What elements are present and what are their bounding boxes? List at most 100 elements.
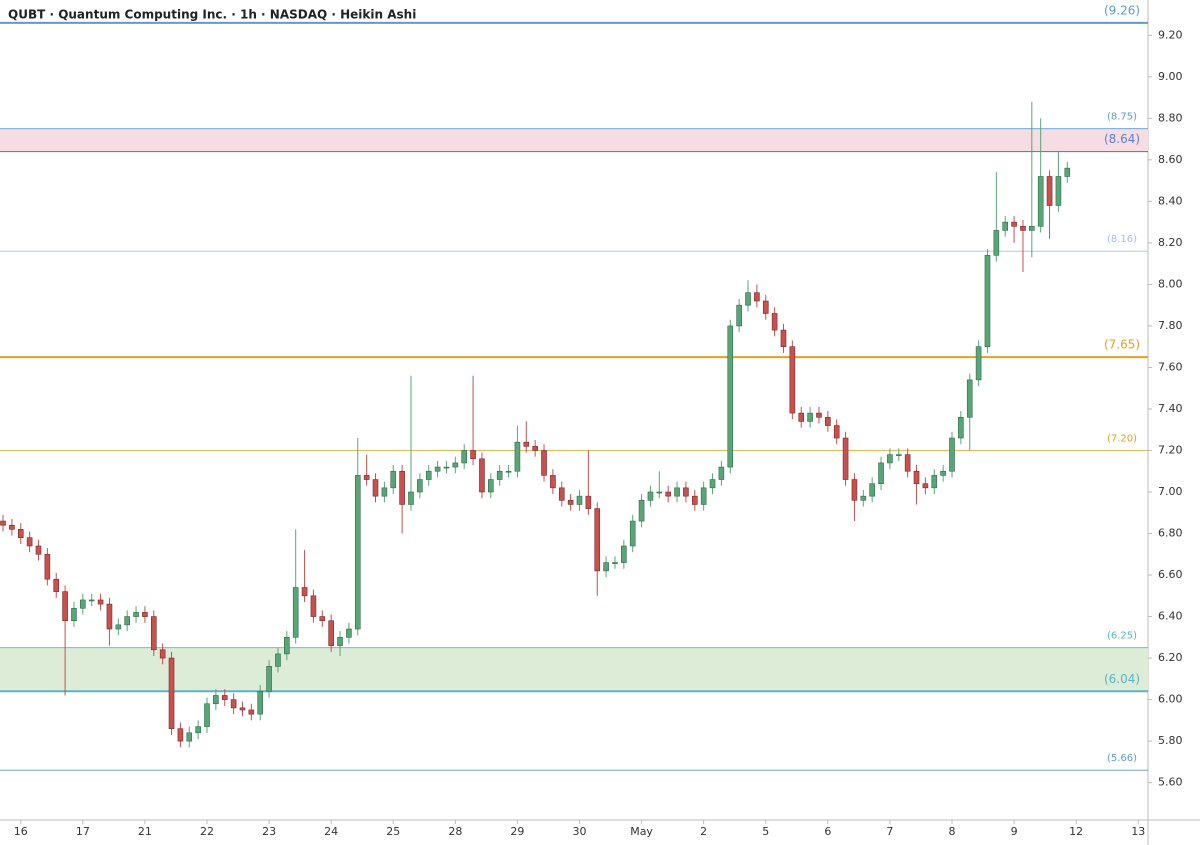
candle-body bbox=[993, 230, 1000, 256]
y-tick-label: 6.20 bbox=[1158, 651, 1183, 664]
y-tick-label: 5.60 bbox=[1158, 776, 1183, 789]
candle-body bbox=[80, 599, 86, 609]
candle-body bbox=[523, 441, 530, 447]
candle-body bbox=[328, 620, 334, 646]
candle-body bbox=[159, 649, 166, 659]
x-tick-label: 24 bbox=[324, 825, 338, 838]
x-tick-label: 8 bbox=[948, 825, 955, 838]
candle-body bbox=[904, 454, 911, 472]
x-tick-label: 9 bbox=[1011, 825, 1018, 838]
candle-body bbox=[913, 470, 920, 484]
candle-body bbox=[346, 628, 352, 638]
x-tick-label: 21 bbox=[138, 825, 152, 838]
candle-body bbox=[612, 562, 618, 564]
candle-body bbox=[505, 470, 512, 473]
x-tick-label: 6 bbox=[824, 825, 831, 838]
candle-body bbox=[71, 607, 77, 622]
candle-body bbox=[621, 545, 627, 563]
y-tick-label: 8.20 bbox=[1158, 236, 1183, 249]
candle-body bbox=[958, 416, 964, 439]
candle-body bbox=[248, 709, 255, 715]
level-label: (5.66) bbox=[1107, 753, 1137, 764]
candle-body bbox=[842, 437, 849, 480]
candle-body bbox=[940, 470, 946, 476]
y-tick-label: 5.80 bbox=[1158, 734, 1183, 747]
candle-body bbox=[1002, 221, 1009, 231]
x-tick-label: May bbox=[630, 825, 653, 838]
candle-body bbox=[541, 450, 547, 476]
x-tick-label: 30 bbox=[572, 825, 586, 838]
candle-body bbox=[470, 450, 476, 460]
x-tick-label: 12 bbox=[1069, 825, 1083, 838]
candle-body bbox=[922, 483, 929, 489]
candle-body bbox=[975, 346, 982, 381]
candle-body bbox=[851, 479, 858, 501]
candle-body bbox=[647, 491, 654, 501]
candle-body bbox=[931, 475, 938, 489]
candle-body bbox=[860, 495, 867, 501]
candle-body bbox=[754, 292, 760, 302]
y-tick-label: 8.40 bbox=[1158, 194, 1183, 207]
candle-body bbox=[115, 624, 122, 630]
candle-body bbox=[1055, 176, 1062, 206]
y-tick-label: 6.80 bbox=[1158, 527, 1183, 540]
candle-body bbox=[390, 470, 397, 489]
zone bbox=[0, 647, 1148, 692]
candle-body bbox=[665, 491, 671, 497]
x-tick-label: 17 bbox=[76, 825, 90, 838]
y-tick-label: 7.60 bbox=[1158, 360, 1183, 373]
level-label: (8.64) bbox=[1104, 132, 1140, 146]
candle-body bbox=[594, 508, 601, 572]
candle-body bbox=[816, 412, 822, 418]
candle-body bbox=[142, 612, 148, 617]
candle-body bbox=[576, 495, 583, 505]
x-tick-label: 16 bbox=[14, 825, 28, 838]
x-tick-label: 22 bbox=[200, 825, 214, 838]
candle-body bbox=[488, 479, 494, 493]
y-tick-label: 6.60 bbox=[1158, 568, 1183, 581]
candle-body bbox=[550, 475, 556, 489]
candle-body bbox=[833, 425, 840, 439]
level-label: (8.16) bbox=[1107, 234, 1137, 245]
candle-body bbox=[97, 599, 104, 605]
candle-body bbox=[966, 379, 973, 418]
candle-body bbox=[230, 699, 237, 709]
candle-body bbox=[807, 412, 813, 422]
y-tick-label: 8.60 bbox=[1158, 153, 1183, 166]
candle-body bbox=[337, 637, 343, 646]
level-label: (9.26) bbox=[1104, 3, 1140, 17]
candle-body bbox=[496, 470, 503, 480]
x-tick-label: 5 bbox=[762, 825, 769, 838]
zone bbox=[0, 128, 1148, 152]
y-tick-label: 6.40 bbox=[1158, 610, 1183, 623]
candle-body bbox=[44, 553, 51, 580]
candle-body bbox=[1020, 225, 1026, 231]
candle-body bbox=[683, 487, 689, 497]
candle-body bbox=[638, 500, 645, 522]
level-label: (6.04) bbox=[1104, 672, 1140, 686]
candle-body bbox=[292, 587, 299, 638]
candle-body bbox=[718, 466, 725, 480]
x-tick-label: 23 bbox=[262, 825, 276, 838]
candle-body bbox=[319, 616, 326, 622]
level-label: (7.20) bbox=[1107, 433, 1137, 444]
candle-body bbox=[9, 524, 15, 530]
candle-body bbox=[62, 591, 68, 622]
candle-body bbox=[399, 470, 405, 505]
candle-body bbox=[425, 470, 432, 480]
candle-body bbox=[674, 487, 680, 497]
candle-body bbox=[656, 491, 663, 494]
candle-body bbox=[239, 707, 246, 711]
candle-body bbox=[949, 437, 955, 472]
chart-title: QUBT · Quantum Computing Inc. · 1h · NAS… bbox=[8, 8, 416, 22]
x-tick-label: 28 bbox=[448, 825, 462, 838]
candle-body bbox=[452, 462, 459, 468]
x-tick-label: 13 bbox=[1131, 825, 1145, 838]
candle-body bbox=[124, 616, 130, 626]
candle-body bbox=[789, 346, 796, 414]
level-label: (6.25) bbox=[1107, 631, 1137, 642]
candle-body bbox=[727, 325, 734, 468]
candle-body bbox=[567, 500, 574, 505]
